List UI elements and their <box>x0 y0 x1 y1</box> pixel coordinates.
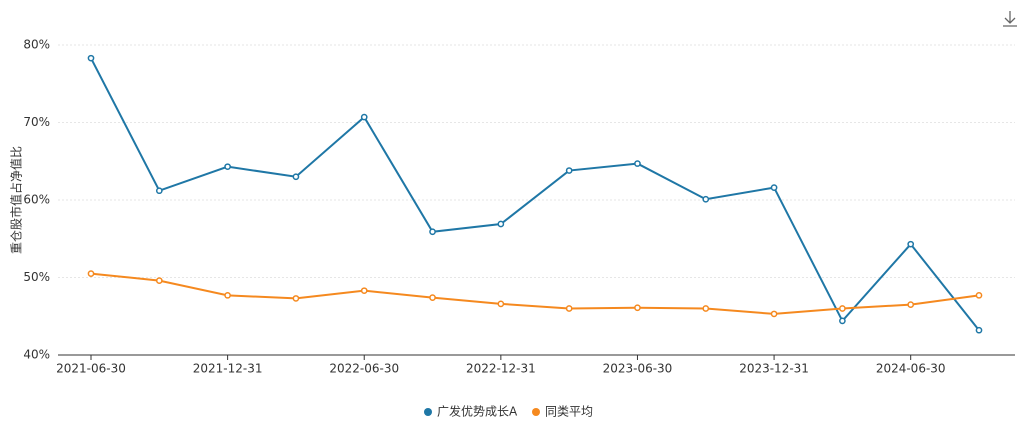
data-point <box>292 295 300 302</box>
legend-label[interactable]: 同类平均 <box>545 405 593 419</box>
download-icon[interactable] <box>1003 11 1017 27</box>
data-point <box>634 304 641 312</box>
data-point <box>360 287 368 295</box>
legend-marker[interactable] <box>424 408 432 416</box>
data-point <box>224 291 231 299</box>
x-tick-label: 2021-06-30 <box>56 362 126 376</box>
data-point <box>497 220 505 228</box>
data-point <box>839 317 846 325</box>
data-point <box>634 160 641 167</box>
y-tick-label: 80% <box>23 38 50 52</box>
y-tick-label: 40% <box>23 348 50 362</box>
data-point <box>497 300 505 308</box>
data-point <box>770 310 778 318</box>
data-point <box>224 163 231 171</box>
data-point <box>429 294 436 301</box>
data-point <box>565 305 573 312</box>
y-tick-label: 60% <box>23 193 50 207</box>
data-point <box>155 277 163 284</box>
x-tick-label: 2023-06-30 <box>603 362 673 376</box>
x-tick-label: 2021-12-31 <box>193 362 263 376</box>
data-point <box>565 167 573 174</box>
data-point <box>360 113 368 121</box>
data-point <box>87 54 95 62</box>
download-glyph <box>1003 11 1017 27</box>
data-point <box>292 173 300 181</box>
data-point <box>429 228 436 236</box>
x-tick-label: 2023-12-31 <box>739 362 809 376</box>
data-point <box>702 305 710 312</box>
x-tick-label: 2022-12-31 <box>466 362 536 376</box>
y-tick-label: 70% <box>23 115 50 129</box>
data-point <box>770 184 778 191</box>
data-point <box>975 326 983 334</box>
legend-marker[interactable] <box>532 408 540 416</box>
legend-label[interactable]: 广发优势成长A <box>437 404 518 419</box>
x-tick-label: 2022-06-30 <box>329 362 399 376</box>
data-point <box>155 187 163 195</box>
data-point <box>907 301 915 308</box>
x-tick-label: 2024-06-30 <box>876 362 946 376</box>
data-point <box>907 240 915 248</box>
y-tick-label: 50% <box>23 270 50 284</box>
data-point <box>702 195 710 203</box>
data-point <box>839 305 846 312</box>
data-point <box>87 270 95 277</box>
y-axis-label: 重仓股市值占净值比 <box>9 146 24 254</box>
series-line <box>90 272 980 315</box>
data-point <box>975 291 983 299</box>
series-line <box>90 57 980 331</box>
